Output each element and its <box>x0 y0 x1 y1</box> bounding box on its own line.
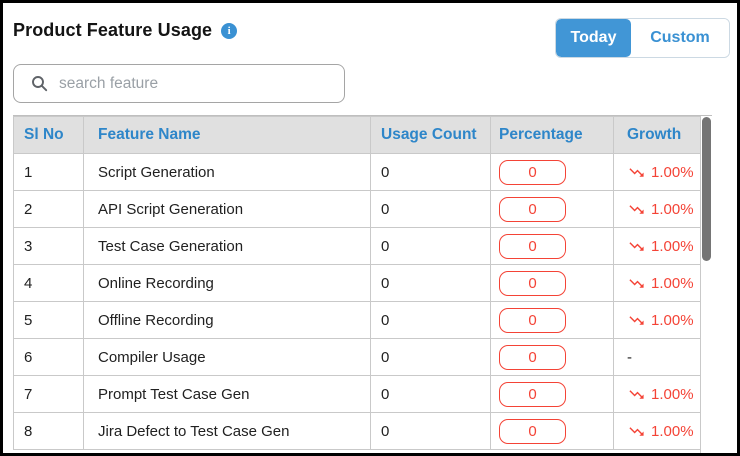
percentage-badge: 0 <box>499 307 566 333</box>
sl-no-cell: 8 <box>13 412 84 450</box>
table-row: 5 Offline Recording 0 0 1.00% <box>13 301 701 339</box>
table-header-row: Sl No Feature Name Usage Count Percentag… <box>13 116 701 154</box>
feature-name-cell: Prompt Test Case Gen <box>83 375 371 413</box>
trending-down-icon <box>629 426 644 436</box>
trending-down-icon <box>629 389 644 399</box>
search-icon <box>32 76 48 92</box>
percentage-badge: 0 <box>499 418 566 444</box>
growth-value: 1.00% <box>651 163 694 181</box>
growth-value: 1.00% <box>651 311 694 329</box>
feature-name-cell: API Script Generation <box>83 190 371 228</box>
growth-cell: 1.00% <box>613 153 701 191</box>
feature-table: Sl No Feature Name Usage Count Percentag… <box>13 116 701 450</box>
panel-header: Product Feature Usage i <box>13 20 238 41</box>
usage-count-cell: 0 <box>370 375 491 413</box>
sl-no-cell: 5 <box>13 301 84 339</box>
table-row: 2 API Script Generation 0 0 1.00% <box>13 190 701 228</box>
sl-no-cell: 4 <box>13 264 84 302</box>
percentage-cell: 0 <box>490 227 614 265</box>
table-row: 3 Test Case Generation 0 0 1.00% <box>13 227 701 265</box>
percentage-cell: 0 <box>490 301 614 339</box>
percentage-badge: 0 <box>499 233 566 259</box>
table-row: 4 Online Recording 0 0 1.00% <box>13 264 701 302</box>
scrollbar-thumb[interactable] <box>702 117 711 261</box>
growth-cell: 1.00% <box>613 301 701 339</box>
percentage-cell: 0 <box>490 412 614 450</box>
trending-down-icon <box>629 315 644 325</box>
col-header-percentage: Percentage <box>490 116 614 154</box>
growth-cell: 1.00% <box>613 227 701 265</box>
sl-no-cell: 2 <box>13 190 84 228</box>
percentage-badge: 0 <box>499 344 566 370</box>
growth-value: 1.00% <box>651 237 694 255</box>
usage-count-cell: 0 <box>370 412 491 450</box>
growth-value: 1.00% <box>651 274 694 292</box>
col-header-usage-count: Usage Count <box>370 116 491 154</box>
table-body: 1 Script Generation 0 0 1.00% 2 API Script Gen… <box>13 153 701 450</box>
feature-name-cell: Compiler Usage <box>83 338 371 376</box>
trending-down-icon <box>629 167 644 177</box>
usage-count-cell: 0 <box>370 153 491 191</box>
col-header-growth: Growth <box>613 116 701 154</box>
sl-no-cell: 7 <box>13 375 84 413</box>
usage-count-cell: 0 <box>370 190 491 228</box>
trending-down-icon <box>629 204 644 214</box>
percentage-badge: 0 <box>499 381 566 407</box>
percentage-badge: 0 <box>499 270 566 296</box>
growth-cell: 1.00% <box>613 412 701 450</box>
growth-value: 1.00% <box>651 422 694 440</box>
growth-cell: 1.00% <box>613 264 701 302</box>
col-header-sl-no: Sl No <box>13 116 84 154</box>
col-header-feature-name: Feature Name <box>83 116 371 154</box>
trending-down-icon <box>629 278 644 288</box>
percentage-badge: 0 <box>499 159 566 185</box>
trending-down-icon <box>629 241 644 251</box>
search-input[interactable] <box>59 74 319 93</box>
feature-name-cell: Offline Recording <box>83 301 371 339</box>
table-row: 1 Script Generation 0 0 1.00% <box>13 153 701 191</box>
growth-cell: 1.00% <box>613 190 701 228</box>
percentage-cell: 0 <box>490 190 614 228</box>
percentage-cell: 0 <box>490 338 614 376</box>
page-title: Product Feature Usage <box>13 20 213 40</box>
growth-value: 1.00% <box>651 200 694 218</box>
feature-name-cell: Jira Defect to Test Case Gen <box>83 412 371 450</box>
table-row: 8 Jira Defect to Test Case Gen 0 0 1.00% <box>13 412 701 450</box>
usage-count-cell: 0 <box>370 264 491 302</box>
feature-usage-table: Sl No Feature Name Usage Count Percentag… <box>13 115 712 453</box>
sl-no-cell: 3 <box>13 227 84 265</box>
usage-count-cell: 0 <box>370 227 491 265</box>
growth-cell: 1.00% <box>613 375 701 413</box>
table-row: 6 Compiler Usage 0 0- <box>13 338 701 376</box>
growth-cell: - <box>613 338 701 376</box>
percentage-cell: 0 <box>490 153 614 191</box>
custom-button[interactable]: Custom <box>631 19 729 57</box>
today-button[interactable]: Today <box>556 19 631 57</box>
date-range-toggle: Today Custom <box>555 18 730 58</box>
percentage-cell: 0 <box>490 375 614 413</box>
info-icon[interactable]: i <box>221 22 238 39</box>
feature-name-cell: Test Case Generation <box>83 227 371 265</box>
sl-no-cell: 1 <box>13 153 84 191</box>
percentage-cell: 0 <box>490 264 614 302</box>
percentage-badge: 0 <box>499 196 566 222</box>
feature-name-cell: Script Generation <box>83 153 371 191</box>
usage-count-cell: 0 <box>370 301 491 339</box>
vertical-scrollbar[interactable] <box>700 116 712 453</box>
table-row: 7 Prompt Test Case Gen 0 0 1.00% <box>13 375 701 413</box>
usage-count-cell: 0 <box>370 338 491 376</box>
search-box[interactable] <box>13 64 345 103</box>
sl-no-cell: 6 <box>13 338 84 376</box>
growth-value: - <box>627 348 632 366</box>
feature-name-cell: Online Recording <box>83 264 371 302</box>
growth-value: 1.00% <box>651 385 694 403</box>
